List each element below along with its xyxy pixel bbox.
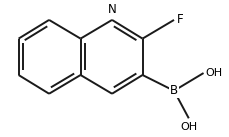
Text: N: N [107,3,116,16]
Text: OH: OH [180,122,196,132]
Text: B: B [169,84,177,97]
Text: OH: OH [205,68,222,78]
Text: F: F [176,13,183,26]
